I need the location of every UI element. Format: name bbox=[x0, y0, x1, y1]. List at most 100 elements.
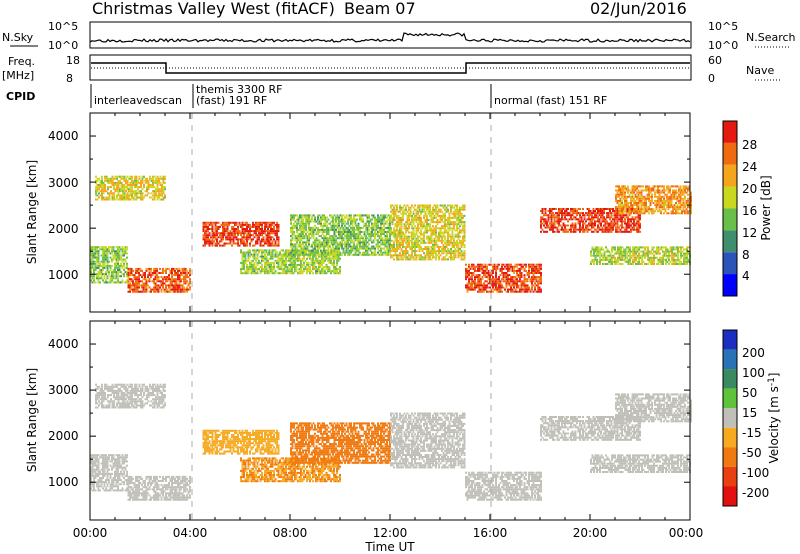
power-cell bbox=[122, 175, 124, 178]
power-cell bbox=[303, 263, 305, 266]
power-cell bbox=[312, 261, 314, 264]
power-cell bbox=[567, 214, 569, 217]
power-cell bbox=[372, 247, 375, 250]
power-cell bbox=[399, 246, 401, 248]
power-cell bbox=[322, 270, 325, 273]
power-cell bbox=[291, 245, 294, 248]
power-cell bbox=[378, 228, 381, 231]
power-cell bbox=[631, 218, 634, 221]
power-cell bbox=[634, 228, 637, 231]
power-cell bbox=[162, 280, 164, 283]
power-cell bbox=[610, 220, 613, 223]
power-cell bbox=[438, 252, 440, 255]
power-cell bbox=[137, 179, 139, 182]
power-cell bbox=[390, 229, 392, 232]
power-cell bbox=[112, 269, 115, 271]
power-cell bbox=[438, 235, 440, 238]
power-cell bbox=[442, 231, 445, 234]
power-cell bbox=[412, 206, 415, 209]
power-cell bbox=[531, 280, 533, 283]
power-cell bbox=[136, 284, 139, 287]
power-cell bbox=[271, 240, 274, 243]
power-cell bbox=[424, 212, 427, 215]
power-cell bbox=[607, 212, 610, 215]
power-cell bbox=[426, 235, 428, 238]
power-cell bbox=[603, 210, 605, 212]
power-cell bbox=[634, 224, 637, 227]
power-cell bbox=[627, 230, 629, 233]
power-cell bbox=[262, 251, 265, 254]
power-cell bbox=[240, 242, 242, 245]
power-cell bbox=[433, 210, 436, 213]
power-cell bbox=[296, 239, 298, 242]
power-cell bbox=[96, 260, 98, 263]
power-cell bbox=[498, 288, 500, 291]
power-cell bbox=[103, 248, 106, 251]
power-cell bbox=[169, 280, 172, 283]
power-cell bbox=[495, 286, 497, 289]
power-cell bbox=[489, 290, 491, 293]
power-cell bbox=[589, 210, 592, 212]
power-cell bbox=[244, 238, 247, 241]
power-cell bbox=[609, 212, 611, 215]
power-cell bbox=[519, 269, 521, 272]
power-cell bbox=[451, 221, 454, 224]
power-cell bbox=[264, 266, 266, 268]
power-cell bbox=[296, 222, 298, 225]
power-cell bbox=[354, 220, 357, 223]
power-cell bbox=[562, 214, 565, 217]
power-cell bbox=[463, 221, 466, 224]
power-cell bbox=[457, 237, 460, 240]
power-cell bbox=[294, 224, 297, 227]
power-cell bbox=[429, 258, 431, 261]
power-cell bbox=[357, 247, 360, 250]
power-cell bbox=[342, 233, 345, 236]
power-cell bbox=[462, 214, 464, 217]
power-cell bbox=[525, 288, 527, 291]
power-cell bbox=[110, 181, 112, 184]
power-cell bbox=[624, 218, 626, 221]
power-cell bbox=[268, 225, 271, 228]
power-cell bbox=[390, 250, 392, 253]
power-cell bbox=[502, 280, 505, 283]
power-cell bbox=[598, 220, 601, 223]
power-cell bbox=[342, 222, 345, 225]
power-cell bbox=[462, 204, 464, 207]
power-cell bbox=[222, 225, 224, 228]
power-cell bbox=[153, 280, 155, 283]
power-cell bbox=[328, 259, 331, 262]
power-cell bbox=[100, 271, 103, 274]
power-cell bbox=[511, 282, 514, 285]
power-cell bbox=[252, 244, 254, 247]
power-cell bbox=[424, 204, 427, 207]
power-cell bbox=[318, 228, 321, 231]
power-cell bbox=[315, 259, 317, 262]
power-cell bbox=[312, 263, 314, 266]
power-cell bbox=[417, 241, 419, 244]
power-cell bbox=[91, 266, 94, 269]
power-cell bbox=[304, 268, 307, 271]
power-cell bbox=[414, 225, 416, 228]
power-cell bbox=[309, 249, 312, 252]
power-cell bbox=[406, 221, 409, 224]
power-cell bbox=[408, 219, 410, 221]
power-cell bbox=[178, 274, 181, 277]
power-cell bbox=[550, 224, 553, 227]
power-cell bbox=[472, 288, 475, 291]
power-cell bbox=[288, 253, 290, 256]
power-cell bbox=[146, 194, 148, 197]
power-cell bbox=[312, 241, 315, 244]
power-cell bbox=[436, 246, 439, 248]
power-cell bbox=[483, 269, 485, 272]
power-cell bbox=[324, 272, 326, 275]
power-cell bbox=[347, 237, 349, 240]
power-cell bbox=[318, 239, 321, 242]
power-cell bbox=[154, 276, 157, 279]
power-cell bbox=[510, 280, 512, 283]
power-cell bbox=[160, 276, 163, 279]
power-cell bbox=[117, 179, 120, 182]
power-cell bbox=[424, 254, 427, 257]
power-cell bbox=[152, 186, 154, 189]
power-cell bbox=[320, 216, 322, 219]
power-cell bbox=[161, 186, 163, 189]
